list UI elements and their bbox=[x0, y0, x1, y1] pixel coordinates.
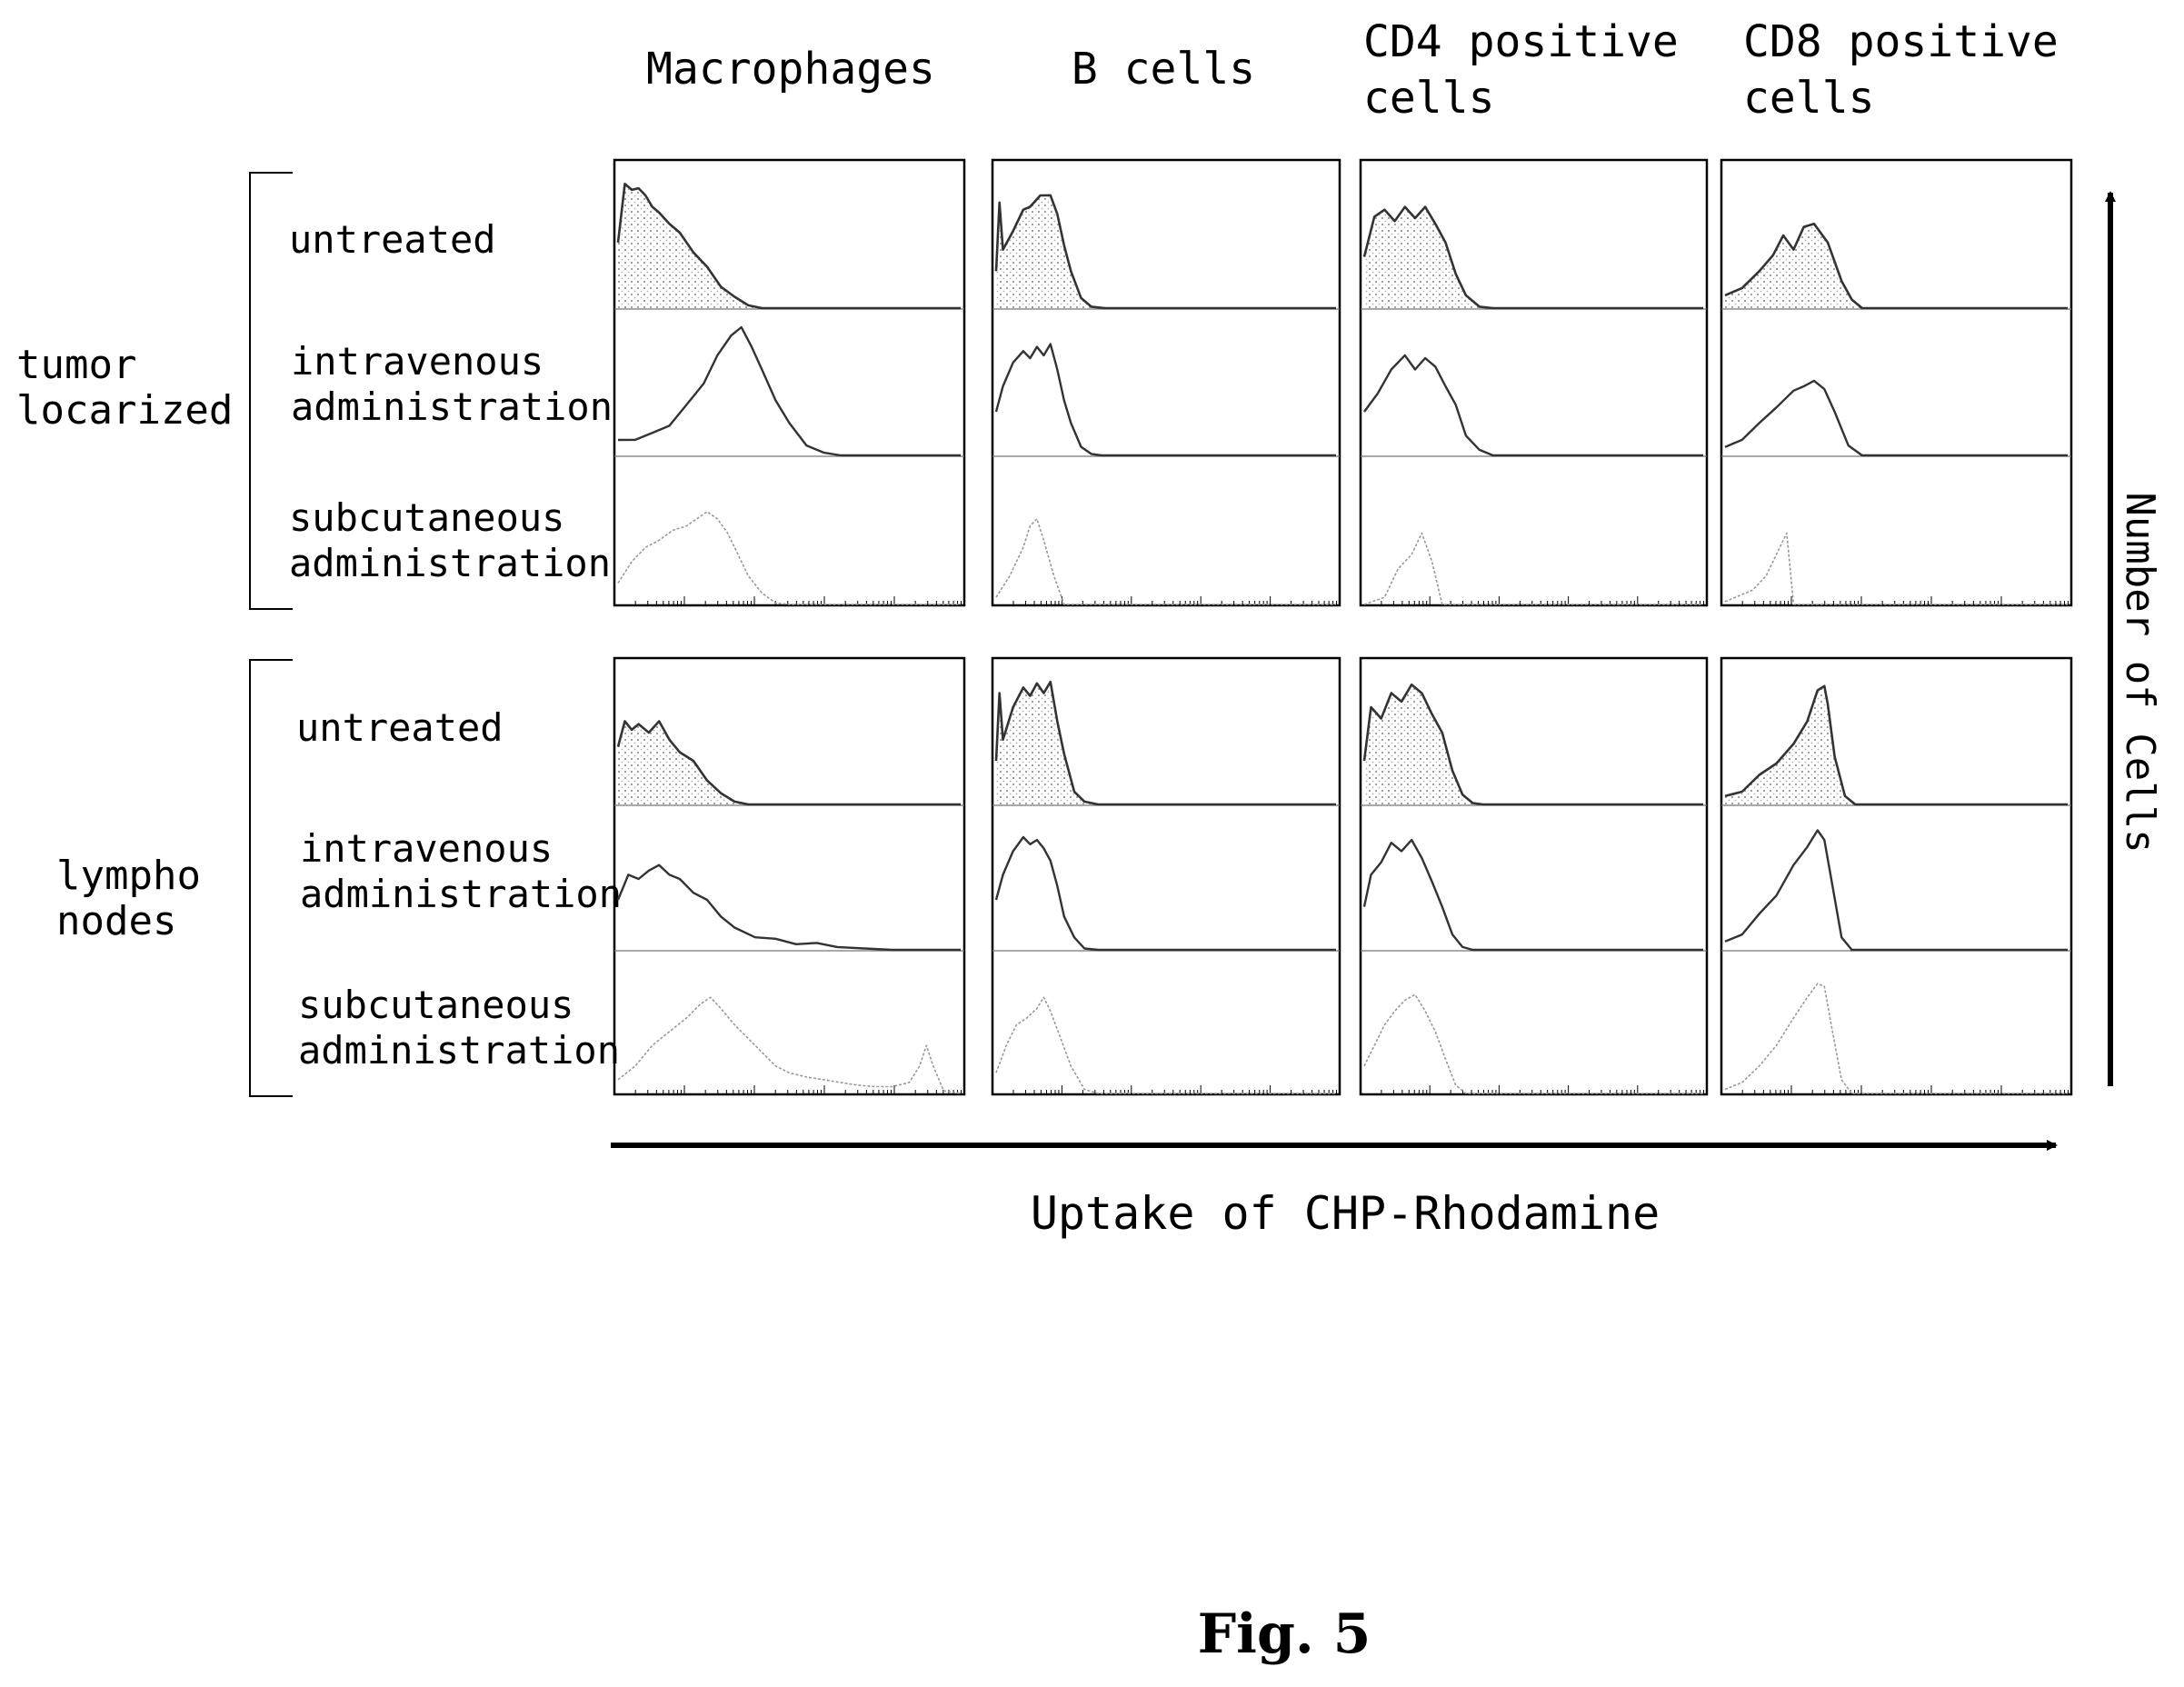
histogram-trace-untreated bbox=[1362, 205, 1703, 310]
panel-frame bbox=[1359, 656, 1709, 1096]
condition-label-line: untreated bbox=[289, 217, 496, 262]
histogram-trace-untreated bbox=[616, 720, 961, 806]
group-label-line: tumor bbox=[16, 342, 136, 388]
histogram-trace-intravenous bbox=[616, 863, 961, 952]
condition-labels: untreated intravenous administration sub… bbox=[289, 217, 622, 1073]
condition-label-line: administration bbox=[289, 541, 611, 585]
column-header-cd4: CD4 positive cells bbox=[1363, 16, 1705, 124]
histogram-trace-intravenous bbox=[994, 343, 1336, 457]
group-label-tumor: tumor locarized bbox=[16, 342, 233, 434]
panel-frame bbox=[991, 656, 1341, 1096]
panel-frame bbox=[1720, 158, 2073, 607]
histogram-trace-untreated bbox=[994, 680, 1336, 806]
histogram-trace-intravenous bbox=[1724, 829, 2068, 952]
condition-label-line: subcutaneous bbox=[298, 983, 573, 1027]
group-label-line: lympho bbox=[56, 853, 201, 899]
histogram-trace-untreated bbox=[994, 194, 1336, 310]
column-headers: Macrophages B cells CD4 positive cells C… bbox=[646, 16, 2085, 124]
group-label-line: nodes bbox=[56, 898, 176, 944]
panel-frame bbox=[991, 158, 1341, 607]
column-header-line: cells bbox=[1743, 73, 1875, 124]
histogram-trace-untreated bbox=[1724, 223, 2068, 310]
condition-label-subcutaneous: subcutaneous administration bbox=[289, 495, 611, 585]
condition-label-line: untreated bbox=[296, 705, 504, 750]
figure-caption: Fig. 5 bbox=[1198, 1602, 1371, 1666]
histogram-fill bbox=[1725, 685, 2068, 804]
histogram-fill bbox=[1725, 224, 2068, 308]
condition-label-intravenous: intravenous administration bbox=[300, 826, 622, 916]
histogram-trace-subcutaneous bbox=[1724, 983, 2068, 1094]
group-label-line: locarized bbox=[16, 387, 233, 434]
column-header-line: B cells bbox=[1072, 44, 1255, 95]
column-header-line: CD4 positive bbox=[1363, 16, 1679, 67]
histogram-trace-subcutaneous bbox=[1724, 532, 2068, 605]
column-header-cd8: CD8 positive cells bbox=[1743, 16, 2085, 124]
histogram-trace-intravenous bbox=[994, 835, 1336, 952]
histogram-trace-intravenous bbox=[1724, 379, 2068, 457]
histogram-trace-subcutaneous bbox=[995, 996, 1336, 1094]
column-header-b-cells: B cells bbox=[1072, 44, 1255, 95]
group-labels: tumor locarized lympho nodes bbox=[16, 172, 293, 1097]
condition-label-intravenous: intravenous administration bbox=[291, 339, 613, 429]
histogram-trace-intravenous bbox=[1363, 354, 1703, 457]
column-header-line: Macrophages bbox=[646, 44, 935, 95]
condition-label-line: intravenous bbox=[291, 339, 544, 384]
condition-label-line: administration bbox=[300, 872, 622, 916]
group-bracket-tumor bbox=[249, 172, 293, 610]
histogram-fill bbox=[1364, 206, 1703, 308]
histogram-fill bbox=[618, 721, 961, 804]
histogram-fill bbox=[1364, 684, 1703, 804]
condition-label-subcutaneous: subcutaneous administration bbox=[298, 983, 620, 1073]
condition-label-untreated: untreated bbox=[289, 217, 496, 262]
histogram-trace-subcutaneous bbox=[1363, 532, 1703, 605]
group-label-lymph: lympho nodes bbox=[56, 853, 224, 944]
column-header-line: cells bbox=[1363, 73, 1495, 124]
y-axis-label: Number of Cells bbox=[2117, 492, 2163, 853]
histogram-panels bbox=[613, 158, 2073, 1096]
panel-frame bbox=[1720, 656, 2073, 1096]
panel-frame bbox=[613, 158, 966, 607]
histogram-trace-subcutaneous bbox=[617, 511, 961, 605]
histogram-trace-intravenous bbox=[617, 325, 961, 457]
column-header-line: CD8 positive bbox=[1743, 16, 2059, 67]
histogram-trace-untreated bbox=[1724, 684, 2068, 806]
histogram-trace-subcutaneous bbox=[995, 518, 1336, 605]
histogram-trace-untreated bbox=[616, 183, 961, 310]
histogram-trace-subcutaneous bbox=[1363, 993, 1703, 1094]
histogram-fill bbox=[996, 682, 1336, 804]
histogram-trace-intravenous bbox=[1362, 838, 1703, 952]
group-bracket-lymph bbox=[249, 659, 293, 1097]
column-header-macrophages: Macrophages bbox=[646, 44, 935, 95]
axis-annotations: Uptake of CHP-Rhodamine Number of Cells … bbox=[611, 191, 2163, 1666]
histogram-fill bbox=[618, 184, 961, 308]
panel-frame bbox=[1359, 158, 1709, 607]
condition-label-line: administration bbox=[298, 1028, 620, 1073]
histogram-fill bbox=[996, 195, 1336, 308]
condition-label-untreated: untreated bbox=[296, 705, 504, 750]
panel-frame bbox=[613, 656, 966, 1096]
histogram-trace-subcutaneous bbox=[617, 996, 962, 1094]
condition-label-line: intravenous bbox=[300, 826, 553, 871]
histogram-trace-untreated bbox=[1362, 683, 1703, 806]
x-axis-label: Uptake of CHP-Rhodamine bbox=[1031, 1187, 1660, 1240]
condition-label-line: subcutaneous bbox=[289, 495, 564, 540]
condition-label-line: administration bbox=[291, 384, 613, 429]
